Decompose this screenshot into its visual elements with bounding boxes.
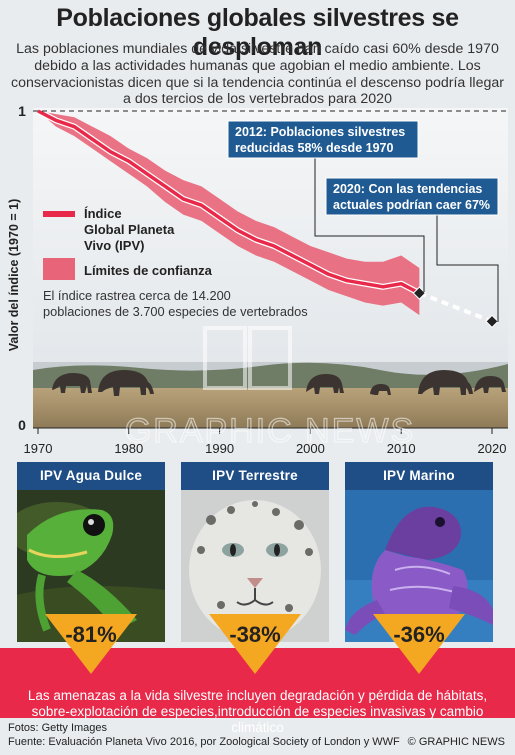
projection-line xyxy=(418,291,493,324)
brand-credit: © GRAPHIC NEWS xyxy=(407,736,505,748)
card-title-marine: IPV Marino xyxy=(383,468,455,483)
svg-text:2012: Poblaciones silvestres: 2012: Poblaciones silvestres reducidas 5… xyxy=(235,125,409,155)
y-tick-label-1: 1 xyxy=(18,103,26,119)
savanna-photo xyxy=(33,362,508,428)
projection-marker-2012 xyxy=(412,286,427,300)
graphic-news-watermark: GRAPHIC NEWS xyxy=(124,326,415,451)
pct-arrow-marine: -36% xyxy=(371,612,467,676)
x-tick-label-1980: 1980 xyxy=(114,441,143,455)
callout-2012: 2012: Poblaciones silvestres reducidas 5… xyxy=(227,120,425,292)
chart-legend: Índice Global Planeta Vivo (IPV) Límites… xyxy=(43,206,213,280)
x-tick-label-2000: 2000 xyxy=(296,441,325,455)
down-arrow-icon xyxy=(209,614,301,674)
legend-label-ipv: Índice Global Planeta Vivo (IPV) xyxy=(84,206,178,253)
photo-credit: Fotos: Getty Images xyxy=(8,722,108,734)
card-title-terrestrial: IPV Terrestre xyxy=(212,468,298,483)
credits: Fotos: Getty Images Fuente: Evaluación P… xyxy=(8,722,400,749)
legend-swatch-line xyxy=(43,211,75,217)
x-tick-label-2010: 2010 xyxy=(387,441,416,455)
x-tick-label-2020: 2020 xyxy=(478,441,507,455)
y-tick-label-0: 0 xyxy=(18,417,26,433)
source-credit: Fuente: Evaluación Planeta Vivo 2016, po… xyxy=(8,735,400,748)
callout-2020: 2020: Con las tendencias actuales podría… xyxy=(325,177,499,322)
sea-turtle-photo xyxy=(345,490,493,642)
ipv-line xyxy=(37,109,421,295)
svg-text:2020: Con las tendencias: 2020: Con las tendencias actuales podría… xyxy=(333,182,490,212)
page-title: Poblaciones globales silvestres se despl… xyxy=(56,4,459,61)
legend-label-confidence: Límites de confianza xyxy=(84,263,213,278)
svg-text:GRAPHIC NEWS: GRAPHIC NEWS xyxy=(125,412,415,450)
pct-value-terrestrial: -38% xyxy=(229,622,281,647)
card-marine: IPV Marino xyxy=(345,462,493,642)
card-terrestrial: IPV Terrestre xyxy=(181,462,329,642)
pct-arrow-freshwater: -81% xyxy=(43,612,139,676)
pct-arrow-terrestrial: -38% xyxy=(207,612,303,676)
y-axis-label: Valor del índice (1970 = 1) xyxy=(7,199,21,352)
line-chart: 1970 1980 1990 2000 2010 2020 0 1 Valor del índ… xyxy=(7,103,508,455)
pct-value-freshwater: -81% xyxy=(65,622,117,647)
chart-area: 1970 1980 1990 2000 2010 2020 0 1 Valor del índ… xyxy=(0,100,515,455)
down-arrow-icon xyxy=(45,614,137,674)
x-tick-label-1970: 1970 xyxy=(24,441,53,455)
x-tick-label-1990: 1990 xyxy=(205,441,234,455)
page-subtitle: Las poblaciones mundiales de vida silves… xyxy=(11,41,504,108)
tracking-note: El índice rastrea cerca de 14.200 poblac… xyxy=(43,288,308,319)
pct-value-marine: -36% xyxy=(393,622,445,647)
snow-leopard-photo xyxy=(181,490,329,642)
down-arrow-icon xyxy=(373,614,465,674)
projection-marker-2020 xyxy=(485,314,499,329)
card-title-freshwater: IPV Agua Dulce xyxy=(39,468,143,483)
threats-text: Las amenazas a la vida silvestre incluye… xyxy=(27,688,488,735)
legend-swatch-band xyxy=(43,258,75,280)
